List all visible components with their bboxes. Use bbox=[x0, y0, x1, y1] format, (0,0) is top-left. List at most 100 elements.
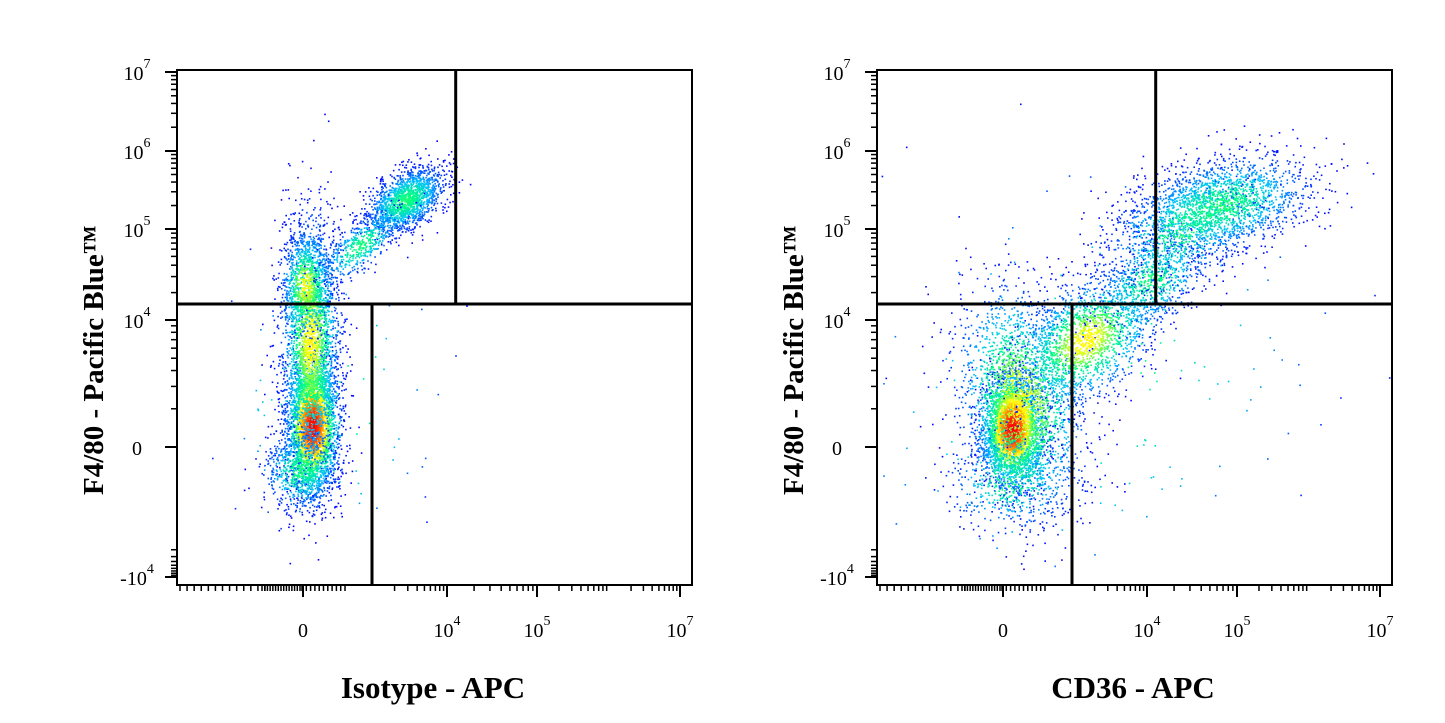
event-dot bbox=[316, 250, 319, 252]
event-dot bbox=[343, 298, 346, 300]
event-dot bbox=[321, 456, 323, 458]
event-dot bbox=[330, 404, 332, 406]
event-dot bbox=[328, 417, 331, 420]
event-dot bbox=[325, 429, 328, 431]
event-dot bbox=[332, 450, 335, 453]
event-dot bbox=[315, 420, 317, 422]
event-dot bbox=[299, 453, 301, 455]
event-dot bbox=[300, 348, 303, 350]
event-dot bbox=[317, 559, 320, 561]
event-dot bbox=[321, 458, 323, 461]
event-dot bbox=[310, 167, 312, 170]
event-dot bbox=[329, 408, 332, 411]
event-dot bbox=[331, 346, 334, 348]
event-dot bbox=[329, 438, 332, 440]
event-dot bbox=[331, 399, 334, 401]
event-dot bbox=[285, 214, 287, 217]
event-dot bbox=[318, 416, 320, 418]
event-dot bbox=[319, 412, 322, 414]
event-dot bbox=[303, 322, 305, 325]
event-dot bbox=[320, 376, 323, 378]
event-dot bbox=[292, 443, 294, 446]
event-dot bbox=[330, 361, 333, 363]
event-dot bbox=[330, 470, 332, 472]
event-dot bbox=[307, 502, 310, 504]
event-dot bbox=[331, 436, 334, 438]
event-dot bbox=[299, 370, 302, 372]
event-dot bbox=[323, 245, 326, 247]
event-dot bbox=[332, 404, 335, 406]
event-dot bbox=[326, 438, 329, 441]
event-dot bbox=[271, 345, 274, 347]
event-dot bbox=[290, 385, 293, 388]
event-dot bbox=[314, 456, 316, 459]
event-dot bbox=[325, 258, 328, 260]
event-dot bbox=[269, 366, 272, 368]
event-dot bbox=[307, 188, 310, 190]
event-dot bbox=[327, 421, 329, 423]
event-dot bbox=[313, 385, 316, 388]
event-dot bbox=[280, 371, 282, 374]
event-dot bbox=[321, 491, 324, 493]
event-dot bbox=[338, 397, 341, 399]
event-dot bbox=[287, 438, 289, 440]
event-dot bbox=[326, 414, 328, 416]
event-dot bbox=[321, 339, 324, 342]
event-dot bbox=[336, 447, 339, 450]
event-dot bbox=[292, 412, 295, 415]
event-dot bbox=[311, 426, 313, 428]
event-dot bbox=[337, 427, 340, 430]
event-dot bbox=[295, 434, 297, 437]
event-dot bbox=[326, 412, 328, 415]
event-dot bbox=[339, 417, 341, 420]
event-dot bbox=[299, 218, 301, 220]
event-dot bbox=[320, 432, 323, 434]
event-dot bbox=[294, 305, 296, 308]
event-dot bbox=[284, 366, 286, 369]
event-dot bbox=[318, 426, 321, 429]
event-dot bbox=[289, 265, 292, 268]
event-dot bbox=[302, 456, 304, 458]
event-dot bbox=[281, 367, 284, 370]
event-dot bbox=[308, 378, 311, 381]
event-dot bbox=[310, 500, 312, 503]
event-dot bbox=[302, 326, 304, 329]
event-dot bbox=[323, 487, 325, 490]
event-dot bbox=[313, 357, 315, 360]
event-dot bbox=[308, 511, 311, 514]
event-dot bbox=[333, 444, 336, 447]
event-dot bbox=[314, 421, 317, 423]
event-dot bbox=[308, 370, 310, 373]
event-dot bbox=[317, 361, 319, 364]
event-dot bbox=[316, 413, 319, 416]
event-dot bbox=[292, 529, 295, 532]
event-dot bbox=[316, 496, 319, 498]
event-dot bbox=[322, 378, 324, 381]
event-dot bbox=[286, 423, 288, 425]
event-dot bbox=[331, 445, 333, 447]
event-dot bbox=[334, 359, 336, 362]
event-dot bbox=[296, 434, 299, 436]
event-dot bbox=[316, 444, 318, 447]
event-dot bbox=[324, 431, 327, 434]
event-dot bbox=[297, 379, 300, 381]
event-dot bbox=[298, 431, 301, 433]
event-dot bbox=[298, 413, 300, 416]
event-dot bbox=[328, 361, 330, 363]
event-dot bbox=[319, 362, 322, 365]
event-dot bbox=[306, 392, 309, 394]
event-dot bbox=[282, 448, 284, 450]
event-dot bbox=[325, 364, 328, 367]
event-dot bbox=[305, 442, 307, 444]
event-dot bbox=[311, 411, 313, 414]
event-dot bbox=[318, 365, 320, 367]
event-dot bbox=[276, 390, 279, 393]
event-dot bbox=[313, 460, 315, 462]
event-dot bbox=[290, 395, 292, 398]
event-dot bbox=[299, 384, 302, 386]
event-dot bbox=[319, 374, 322, 376]
event-dot bbox=[305, 415, 308, 417]
event-dot bbox=[307, 331, 310, 334]
event-dot bbox=[312, 257, 314, 260]
event-dot bbox=[330, 356, 332, 358]
